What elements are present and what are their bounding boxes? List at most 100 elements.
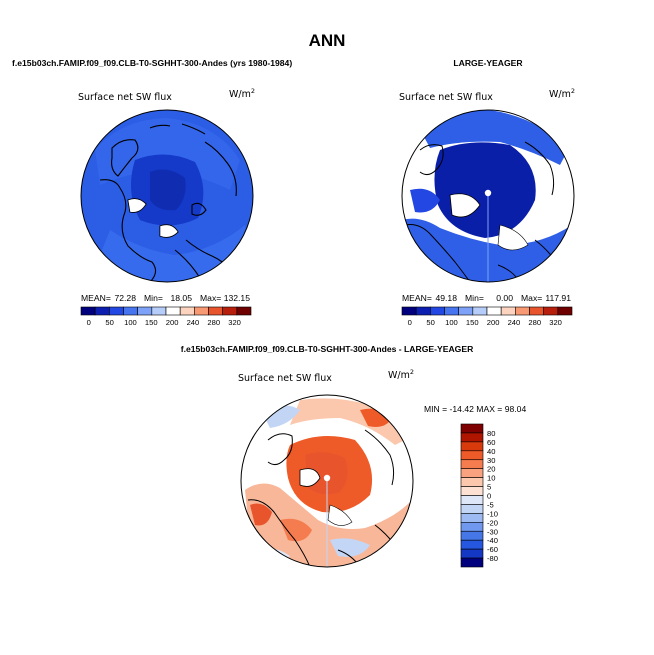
colorbar-swatch <box>430 306 445 316</box>
colorbar-tick-label: 50 <box>105 318 113 327</box>
panel-title: f.e15b03ch.FAMIP.f09_f09.CLB-T0-SGHHT-30… <box>12 58 292 68</box>
figure-title: ANN <box>309 31 346 50</box>
colorbar-swatch <box>109 306 124 316</box>
colorbar-swatch <box>401 306 417 316</box>
colorbar-swatch <box>460 513 484 523</box>
colorbar-swatch <box>460 548 484 559</box>
colorbar-tick-label: 40 <box>487 447 495 456</box>
colorbar-swatch <box>460 557 484 568</box>
colorbar-swatch <box>460 459 484 469</box>
colorbar-tick-label: 0 <box>87 318 91 327</box>
colorbar-tick-label: -10 <box>487 509 498 518</box>
map-border <box>240 394 414 568</box>
colorbar-swatch <box>472 306 488 316</box>
colorbar: 0 50 100 150 200 240 280 320 <box>80 306 252 327</box>
polar-map <box>402 110 574 282</box>
colorbar-swatch <box>486 306 502 316</box>
colorbar-swatch <box>179 306 195 316</box>
colorbar-swatch <box>194 306 209 316</box>
colorbar-tick-label: -30 <box>487 527 498 536</box>
colorbar-tick-label: 320 <box>549 318 562 327</box>
max-label: Max= <box>200 293 221 303</box>
field-label: Surface net SW flux <box>78 92 172 103</box>
map-border <box>80 109 254 283</box>
colorbar-swatch <box>460 432 484 443</box>
colorbar-tick-label: 80 <box>487 429 495 438</box>
pole-hole <box>323 474 331 482</box>
colorbar-swatch <box>208 306 223 316</box>
colorbar-swatch <box>515 306 530 316</box>
colorbar-tick-label: -40 <box>487 536 498 545</box>
colorbar-swatch <box>222 306 238 316</box>
min-max-label: MIN = -14.42 MAX = 98.04 <box>424 404 526 414</box>
panel-title: f.e15b03ch.FAMIP.f09_f09.CLB-T0-SGHHT-30… <box>181 344 474 354</box>
colorbar-tick-label: 5 <box>487 483 491 492</box>
units-label: W/m2 <box>229 87 255 100</box>
colorbar-swatch <box>415 306 431 316</box>
colorbar-tick-label: 30 <box>487 456 495 465</box>
min-label: Min= <box>465 293 484 303</box>
colorbar-swatch <box>529 306 544 316</box>
colorbar-tick-label: 0 <box>408 318 412 327</box>
greenland <box>299 468 321 487</box>
colorbar-tick-label: 200 <box>487 318 500 327</box>
colorbar-tick-label: 100 <box>124 318 137 327</box>
colorbar-tick-label: -60 <box>487 545 498 554</box>
min-value: 0.00 <box>496 293 513 303</box>
colorbar-swatch <box>165 306 181 316</box>
colorbar-tick-label: 60 <box>487 438 495 447</box>
colorbar-tick-label: 0 <box>487 492 491 501</box>
panel-title: LARGE-YEAGER <box>453 58 523 68</box>
colorbar-swatch <box>460 504 484 514</box>
colorbar-swatch <box>557 306 573 316</box>
panel-difference: f.e15b03ch.FAMIP.f09_f09.CLB-T0-SGHHT-30… <box>181 344 526 568</box>
colorbar-swatch <box>460 468 484 478</box>
max-value: 117.91 <box>545 293 571 303</box>
units-label: W/m2 <box>549 87 575 100</box>
colorbar-tick-label: 100 <box>445 318 458 327</box>
colorbar-swatch <box>460 486 484 496</box>
colorbar-tick-label: -5 <box>487 500 494 509</box>
colorbar-swatch <box>460 477 484 487</box>
field-label: Surface net SW flux <box>238 373 332 384</box>
colorbar-tick-label: 150 <box>145 318 158 327</box>
colorbar-swatch <box>460 539 484 550</box>
colorbar-swatch <box>500 306 516 316</box>
colorbar-swatch <box>151 306 167 316</box>
mean-value: 49.18 <box>435 293 457 303</box>
colorbar-tick-label: 10 <box>487 474 495 483</box>
max-value: 132.15 <box>224 293 251 303</box>
colorbar-swatch <box>460 530 484 541</box>
min-value: 18.05 <box>170 293 192 303</box>
colorbar-tick-label: 50 <box>426 318 434 327</box>
colorbar-tick-label: 200 <box>166 318 179 327</box>
panel-model: f.e15b03ch.FAMIP.f09_f09.CLB-T0-SGHHT-30… <box>12 58 292 327</box>
polar-map <box>241 395 413 567</box>
colorbar-tick-label: -20 <box>487 518 498 527</box>
colorbar-tick-label: 150 <box>466 318 479 327</box>
field-label: Surface net SW flux <box>399 92 493 103</box>
colorbar-swatch <box>458 306 474 316</box>
colorbar-tick-label: 240 <box>508 318 521 327</box>
colorbar-tick-label: 280 <box>207 318 220 327</box>
polar-map <box>81 110 253 282</box>
colorbar-tick-label: 280 <box>528 318 541 327</box>
pole-hole <box>484 189 492 197</box>
colorbar-swatch <box>80 306 96 316</box>
colorbar-swatch <box>460 423 484 434</box>
colorbar-swatch <box>543 306 559 316</box>
colorbar-tick-label: -80 <box>487 554 498 563</box>
colorbar-swatch <box>460 441 484 452</box>
greenland <box>449 193 481 218</box>
mean-label: MEAN= <box>402 293 432 303</box>
map-border <box>401 109 575 283</box>
colorbar-swatch <box>460 450 484 461</box>
colorbar-swatch <box>460 495 484 505</box>
colorbar-tick-label: 320 <box>228 318 241 327</box>
colorbar-tick-label: 240 <box>187 318 200 327</box>
colorbar: 0 50 100 150 200 240 280 320 <box>401 306 573 327</box>
colorbar-swatch <box>137 306 153 316</box>
colorbar-swatch <box>123 306 138 316</box>
